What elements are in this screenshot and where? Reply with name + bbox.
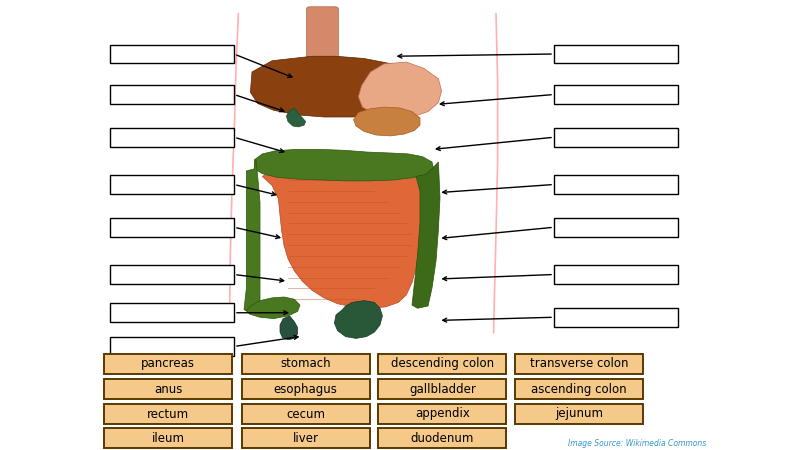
FancyBboxPatch shape — [242, 354, 370, 373]
Polygon shape — [412, 162, 440, 308]
Text: rectum: rectum — [147, 408, 189, 420]
Text: jejunum: jejunum — [555, 408, 603, 420]
FancyBboxPatch shape — [110, 303, 234, 322]
FancyBboxPatch shape — [554, 308, 678, 327]
Text: ileum: ileum — [151, 432, 185, 445]
Polygon shape — [250, 56, 430, 117]
Polygon shape — [280, 316, 298, 340]
Text: liver: liver — [293, 432, 318, 445]
FancyBboxPatch shape — [378, 354, 506, 373]
Text: descending colon: descending colon — [391, 357, 494, 370]
FancyBboxPatch shape — [515, 379, 643, 399]
FancyBboxPatch shape — [104, 354, 232, 373]
FancyBboxPatch shape — [306, 7, 338, 83]
FancyBboxPatch shape — [515, 354, 643, 373]
Text: ascending colon: ascending colon — [531, 383, 627, 396]
FancyBboxPatch shape — [104, 379, 232, 399]
FancyBboxPatch shape — [110, 265, 234, 284]
Polygon shape — [358, 62, 442, 118]
Polygon shape — [254, 149, 434, 181]
FancyBboxPatch shape — [110, 337, 234, 356]
Polygon shape — [354, 107, 420, 136]
FancyBboxPatch shape — [554, 85, 678, 104]
FancyBboxPatch shape — [554, 128, 678, 147]
FancyBboxPatch shape — [110, 128, 234, 147]
FancyBboxPatch shape — [110, 175, 234, 194]
Text: gallbladder: gallbladder — [409, 383, 476, 396]
Polygon shape — [262, 170, 428, 308]
FancyBboxPatch shape — [110, 45, 234, 63]
FancyBboxPatch shape — [554, 175, 678, 194]
Text: Image Source: Wikimedia Commons: Image Source: Wikimedia Commons — [568, 439, 706, 448]
Polygon shape — [246, 297, 300, 319]
FancyBboxPatch shape — [104, 428, 232, 448]
FancyBboxPatch shape — [554, 218, 678, 237]
FancyBboxPatch shape — [515, 404, 643, 424]
FancyBboxPatch shape — [242, 379, 370, 399]
Polygon shape — [244, 160, 260, 313]
FancyBboxPatch shape — [104, 404, 232, 424]
FancyBboxPatch shape — [554, 45, 678, 63]
Text: pancreas: pancreas — [141, 357, 195, 370]
FancyBboxPatch shape — [242, 404, 370, 424]
Text: appendix: appendix — [415, 408, 470, 420]
Text: transverse colon: transverse colon — [530, 357, 629, 370]
Text: duodenum: duodenum — [410, 432, 474, 445]
FancyBboxPatch shape — [110, 218, 234, 237]
Polygon shape — [286, 108, 306, 127]
FancyBboxPatch shape — [378, 379, 506, 399]
FancyBboxPatch shape — [378, 404, 506, 424]
FancyBboxPatch shape — [110, 85, 234, 104]
Text: anus: anus — [154, 383, 182, 396]
FancyBboxPatch shape — [554, 265, 678, 284]
Text: stomach: stomach — [280, 357, 331, 370]
Polygon shape — [334, 301, 382, 338]
FancyBboxPatch shape — [378, 428, 506, 448]
Text: cecum: cecum — [286, 408, 325, 420]
Text: esophagus: esophagus — [274, 383, 338, 396]
FancyBboxPatch shape — [242, 428, 370, 448]
